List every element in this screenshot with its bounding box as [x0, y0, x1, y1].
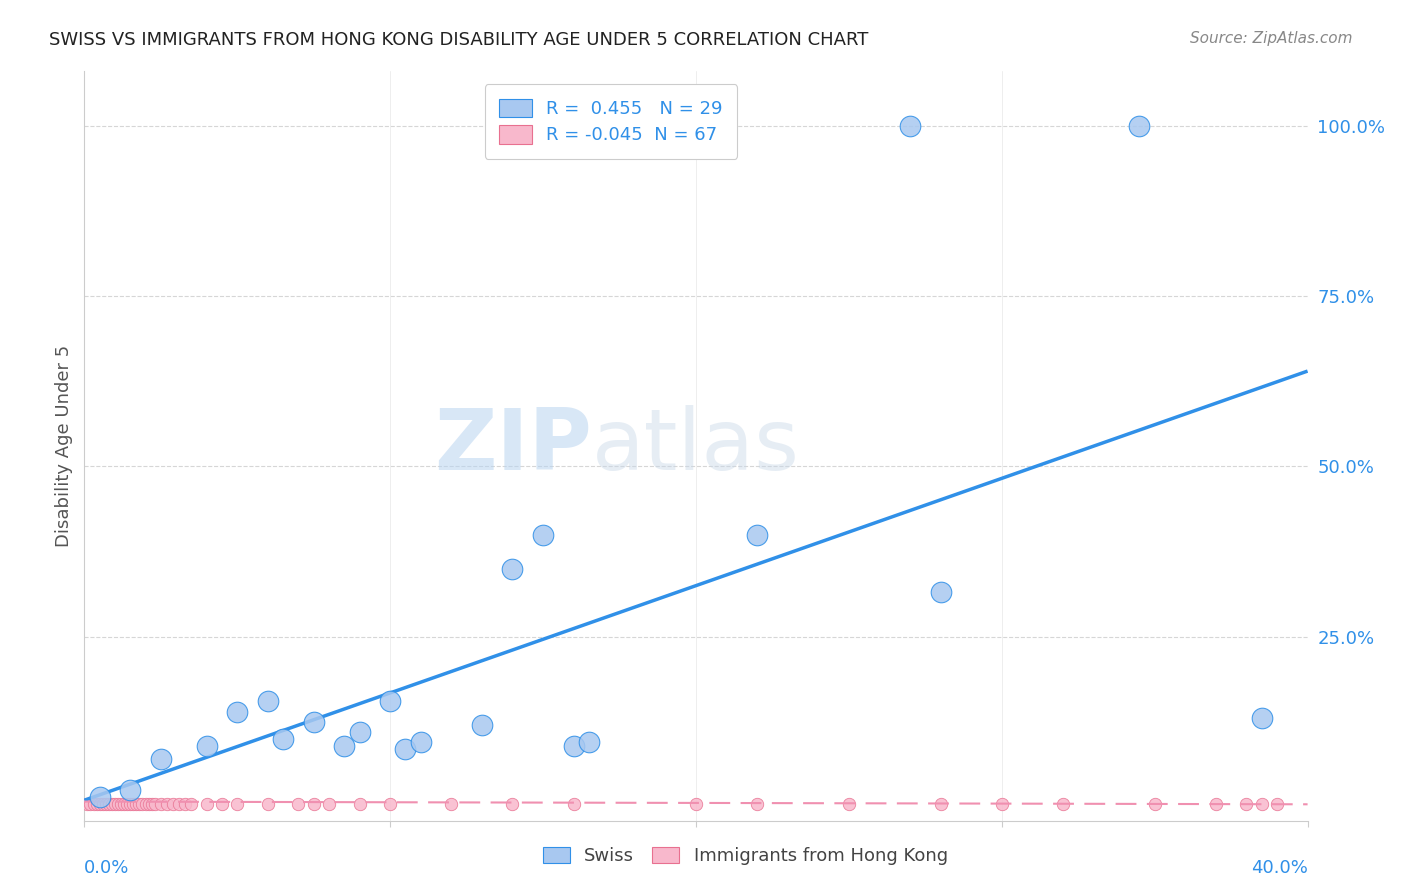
Point	[440, 797, 463, 811]
Point	[502, 561, 524, 575]
Point	[531, 527, 554, 541]
Point	[101, 797, 124, 811]
Point	[349, 797, 371, 811]
Point	[131, 797, 153, 811]
Point	[929, 585, 952, 599]
Point	[562, 797, 585, 811]
Point	[271, 731, 294, 746]
Text: 0.0%: 0.0%	[84, 859, 129, 877]
Point	[104, 797, 127, 811]
Point	[380, 797, 402, 811]
Point	[89, 789, 111, 804]
Point	[1052, 797, 1074, 811]
Point	[394, 742, 416, 756]
Point	[471, 718, 494, 732]
Point	[287, 797, 309, 811]
Point	[120, 797, 142, 811]
Point	[115, 797, 138, 811]
Point	[211, 797, 233, 811]
Point	[83, 797, 105, 811]
Point	[257, 797, 280, 811]
Point	[195, 739, 218, 753]
Point	[195, 797, 218, 811]
Point	[91, 797, 114, 811]
Point	[1236, 797, 1258, 811]
Point	[141, 797, 163, 811]
Legend: R =  0.455   N = 29, R = -0.045  N = 67: R = 0.455 N = 29, R = -0.045 N = 67	[485, 84, 737, 159]
Point	[747, 527, 769, 541]
Text: ZIP: ZIP	[434, 404, 592, 488]
Point	[1143, 797, 1166, 811]
Point	[1128, 119, 1150, 133]
Point	[333, 739, 356, 753]
Point	[86, 797, 108, 811]
Point	[226, 705, 249, 719]
Point	[1250, 797, 1272, 811]
Point	[257, 694, 280, 708]
Point	[747, 797, 769, 811]
Point	[89, 797, 111, 811]
Point	[349, 725, 371, 739]
Point	[562, 739, 585, 753]
Point	[929, 797, 952, 811]
Point	[167, 797, 190, 811]
Point	[125, 797, 148, 811]
Point	[138, 797, 160, 811]
Text: SWISS VS IMMIGRANTS FROM HONG KONG DISABILITY AGE UNDER 5 CORRELATION CHART: SWISS VS IMMIGRANTS FROM HONG KONG DISAB…	[49, 31, 869, 49]
Point	[1205, 797, 1227, 811]
Point	[128, 797, 150, 811]
Point	[76, 797, 98, 811]
Point	[149, 752, 172, 766]
Point	[149, 797, 172, 811]
Point	[156, 797, 179, 811]
Point	[135, 797, 157, 811]
Point	[180, 797, 202, 811]
Point	[97, 797, 120, 811]
Text: 40.0%: 40.0%	[1251, 859, 1308, 877]
Point	[409, 735, 432, 749]
Point	[143, 797, 166, 811]
Point	[162, 797, 184, 811]
Point	[112, 797, 135, 811]
Text: atlas: atlas	[592, 404, 800, 488]
Point	[838, 797, 860, 811]
Point	[1250, 711, 1272, 725]
Point	[120, 783, 142, 797]
Point	[1265, 797, 1288, 811]
Legend: Swiss, Immigrants from Hong Kong: Swiss, Immigrants from Hong Kong	[533, 838, 957, 874]
Point	[685, 797, 707, 811]
Point	[380, 694, 402, 708]
Point	[502, 797, 524, 811]
Point	[578, 735, 600, 749]
Point	[991, 797, 1014, 811]
Point	[122, 797, 145, 811]
Text: Source: ZipAtlas.com: Source: ZipAtlas.com	[1189, 31, 1353, 46]
Point	[226, 797, 249, 811]
Point	[302, 797, 325, 811]
Point	[110, 797, 132, 811]
Point	[94, 797, 117, 811]
Point	[302, 714, 325, 729]
Point	[174, 797, 197, 811]
Point	[318, 797, 340, 811]
Point	[898, 119, 921, 133]
Y-axis label: Disability Age Under 5: Disability Age Under 5	[55, 345, 73, 547]
Point	[79, 797, 101, 811]
Point	[107, 797, 129, 811]
